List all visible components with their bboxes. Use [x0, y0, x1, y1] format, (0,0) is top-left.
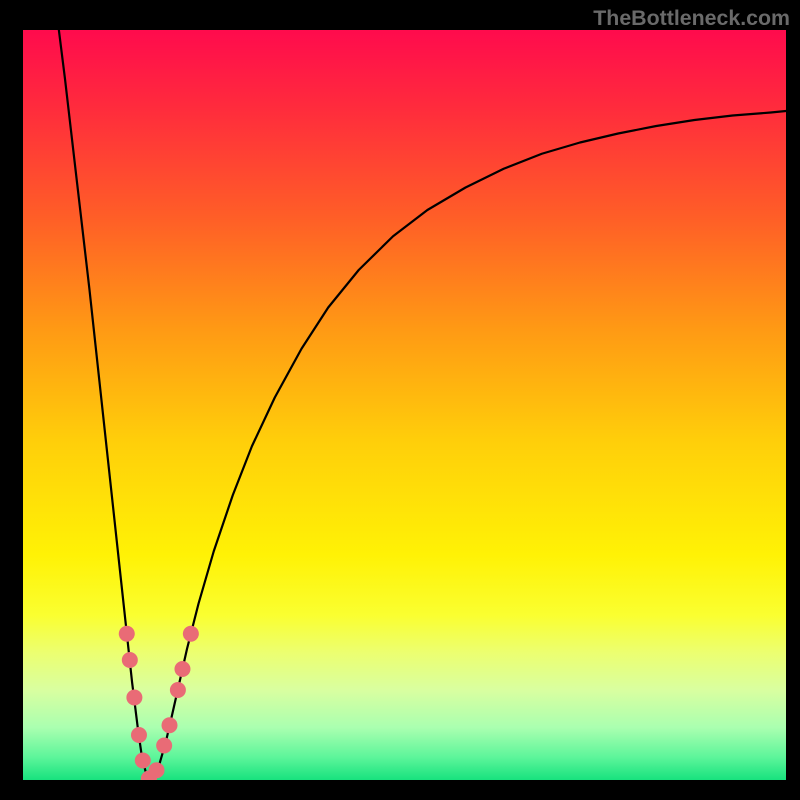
highlight-marker: [131, 727, 147, 743]
highlight-marker: [122, 652, 138, 668]
highlight-marker: [170, 682, 186, 698]
highlight-marker: [119, 626, 135, 642]
highlight-marker: [126, 690, 142, 706]
plot-area: [23, 30, 786, 780]
highlight-marker: [174, 661, 190, 677]
highlight-marker: [156, 738, 172, 754]
bottleneck-curve: [59, 30, 786, 780]
highlight-marker: [162, 717, 178, 733]
highlight-marker: [149, 762, 165, 778]
highlight-marker: [183, 626, 199, 642]
chart-frame: [0, 0, 800, 800]
highlight-marker: [135, 753, 151, 769]
curve-layer: [23, 30, 786, 780]
source-watermark: TheBottleneck.com: [593, 6, 790, 31]
